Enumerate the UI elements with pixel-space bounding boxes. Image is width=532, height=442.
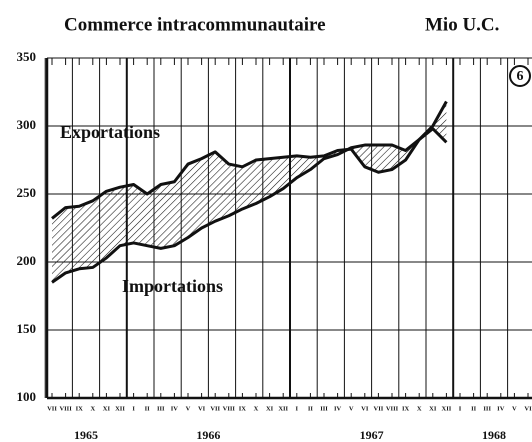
x-tick-label: VII <box>47 405 57 412</box>
year-label: 1967 <box>360 428 384 442</box>
hatch-area <box>52 101 447 283</box>
y-tick-label: 150 <box>17 321 37 336</box>
x-tick-label: XI <box>266 405 274 412</box>
x-tick-label: XI <box>429 405 437 412</box>
x-tick-label: I <box>459 405 462 412</box>
x-tick-label: III <box>483 405 491 412</box>
series-line <box>51 127 448 284</box>
x-tick-label: IV <box>334 405 342 412</box>
x-tick-label: V <box>186 405 191 412</box>
x-tick-label: VII <box>210 405 220 412</box>
x-tick-label: XI <box>103 405 111 412</box>
x-tick-label: V <box>349 405 354 412</box>
x-tick-label: VI <box>524 405 532 412</box>
year-label: 1966 <box>196 428 220 442</box>
x-tick-label: VII <box>374 405 384 412</box>
unit-label: Mio U.C. <box>425 14 499 35</box>
x-tick-label: VI <box>198 405 206 412</box>
x-tick-label: VIII <box>223 405 236 412</box>
x-tick-label: II <box>145 405 151 412</box>
x-tick-label: IV <box>171 405 179 412</box>
x-tick-label: III <box>320 405 328 412</box>
x-tick-label: XII <box>278 405 288 412</box>
x-tick-label: VIII <box>386 405 399 412</box>
year-label: 1968 <box>482 428 506 442</box>
x-tick-label: I <box>296 405 299 412</box>
x-tick-label: XII <box>115 405 125 412</box>
year-label: 1965 <box>74 428 98 442</box>
series-label: Exportations <box>60 122 160 142</box>
y-tick-label: 100 <box>17 389 37 404</box>
x-tick-label: IV <box>497 405 505 412</box>
x-tick-label: III <box>157 405 165 412</box>
series-label: Importations <box>122 276 223 296</box>
badge-label: 6 <box>517 69 524 84</box>
x-tick-label: II <box>308 405 314 412</box>
x-tick-label: XII <box>442 405 452 412</box>
x-tick-label: I <box>132 405 135 412</box>
x-tick-label: VI <box>361 405 369 412</box>
x-tick-label: X <box>254 405 259 412</box>
x-tick-label: IX <box>76 405 84 412</box>
chart-title: Commerce intracommunautaire <box>64 14 326 35</box>
x-tick-label: IX <box>402 405 410 412</box>
x-tick-label: IX <box>239 405 247 412</box>
x-tick-label: X <box>90 405 95 412</box>
x-tick-label: X <box>417 405 422 412</box>
series-line <box>51 100 448 220</box>
x-tick-label: II <box>471 405 477 412</box>
y-tick-label: 250 <box>17 185 37 200</box>
badge-circle <box>509 65 531 87</box>
y-tick-label: 200 <box>17 253 37 268</box>
x-tick-label: V <box>512 405 517 412</box>
y-tick-label: 350 <box>17 49 37 64</box>
x-tick-label: VIII <box>59 405 72 412</box>
y-tick-label: 300 <box>17 117 37 132</box>
